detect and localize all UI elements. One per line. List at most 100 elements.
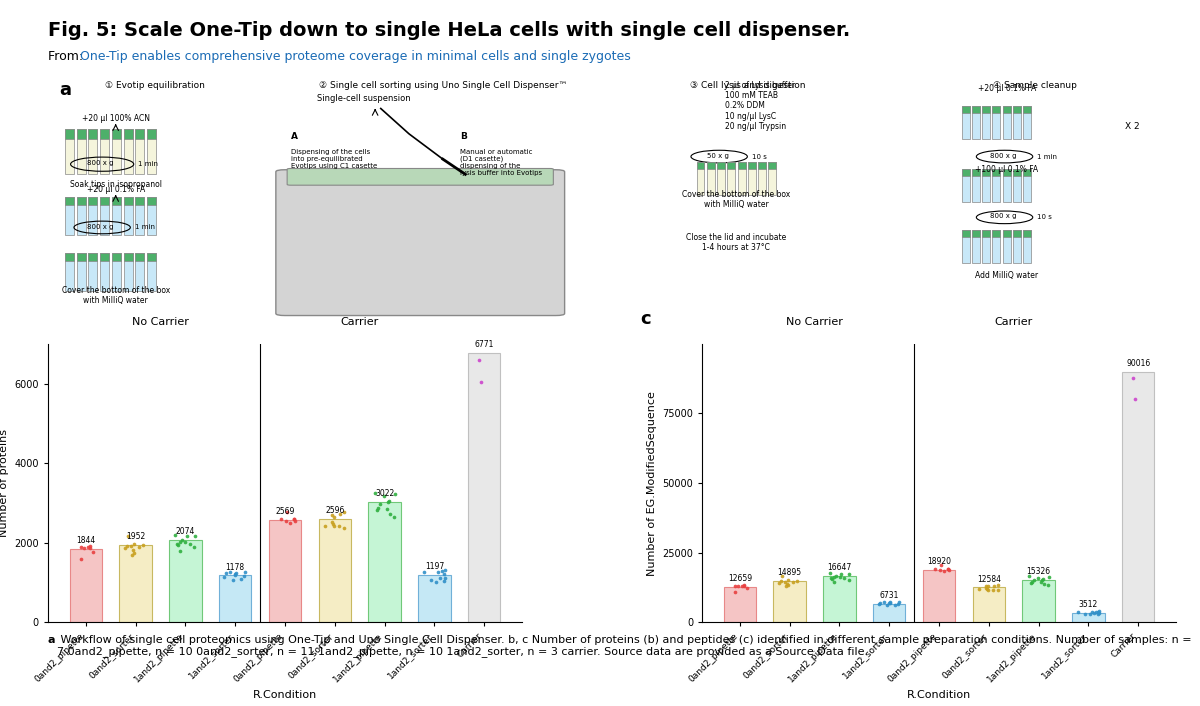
Bar [89,253,97,261]
Point [824,577,844,588]
Bar [89,197,97,235]
Point [938,563,958,575]
Point [734,581,754,592]
Point [938,563,958,575]
Text: 12584: 12584 [977,575,1001,584]
Point [436,573,455,584]
Point [166,530,185,541]
Text: Soak tips in isopropanol: Soak tips in isopropanol [70,180,162,189]
Point [778,578,797,590]
Point [734,580,754,591]
Bar [1003,106,1010,139]
Point [824,571,844,582]
Bar [77,253,85,291]
Bar [148,197,156,235]
Bar [136,253,144,291]
Bar [77,253,85,261]
Point [368,502,388,513]
Bar [148,128,156,174]
Point [122,549,142,561]
Bar [89,253,97,291]
Point [1085,608,1104,619]
Text: a: a [48,635,55,645]
Text: +20 µl 0.1% FA: +20 µl 0.1% FA [978,84,1036,92]
Text: +20 µl 100% ACN: +20 µl 100% ACN [82,114,150,123]
Point [284,513,304,525]
Point [380,508,400,519]
Text: 2074: 2074 [175,527,196,536]
Bar [923,570,955,622]
Point [931,565,950,576]
Bar [100,253,109,291]
Text: Single-cell suspension: Single-cell suspension [317,94,410,103]
Bar [983,169,990,202]
Text: Cover the bottom of the box
with MilliQ water: Cover the bottom of the box with MilliQ … [61,286,170,306]
Point [830,572,850,583]
Point [118,540,137,551]
Point [880,597,899,609]
Point [1021,577,1040,588]
Bar [1013,106,1021,113]
Bar [1013,230,1021,263]
Bar [136,197,144,235]
Bar [112,197,121,235]
Bar [707,162,715,169]
Point [119,530,138,542]
Point [875,597,894,608]
Point [80,542,100,554]
Bar [136,197,144,205]
Bar [77,128,85,174]
Bar [972,169,980,202]
Point [1025,575,1044,586]
Bar [148,197,156,205]
Text: 3022: 3022 [374,489,395,498]
Point [978,581,997,592]
Bar [169,540,202,622]
Text: c: c [641,311,652,328]
Point [870,597,889,609]
Bar [65,197,74,205]
Bar [136,128,144,174]
Bar [961,230,970,263]
Text: +20 µl 0.1% FA: +20 µl 0.1% FA [86,185,145,194]
Text: ① Evotip equilibration: ① Evotip equilibration [106,80,205,90]
Point [1086,606,1105,617]
Bar [696,162,704,195]
Point [1028,572,1048,583]
Point [235,566,254,578]
Point [180,538,199,549]
Point [979,584,998,595]
Point [322,516,341,527]
Point [738,583,757,594]
Point [78,542,97,553]
Bar [738,162,745,195]
Bar [124,197,133,205]
Point [125,538,144,549]
Bar [112,128,121,139]
Bar [972,106,980,139]
Bar [983,106,990,113]
Bar [1003,230,1010,263]
Point [1090,608,1109,619]
Bar [112,253,121,261]
Point [176,537,196,548]
Point [784,576,803,587]
Bar [1003,230,1010,237]
Point [130,541,149,552]
Point [84,546,103,558]
Point [1038,579,1057,590]
Text: 15326: 15326 [1026,567,1051,576]
Text: 14895: 14895 [778,568,802,578]
Point [121,541,140,552]
Point [215,572,234,583]
Point [880,598,899,609]
Text: 6771: 6771 [474,340,494,349]
Point [277,515,296,527]
Bar [112,128,121,174]
Point [1032,576,1051,587]
Bar [983,169,990,176]
Point [732,580,751,592]
Point [820,568,839,579]
Text: 1 min: 1 min [134,225,155,230]
Text: X 2: X 2 [1126,121,1140,131]
